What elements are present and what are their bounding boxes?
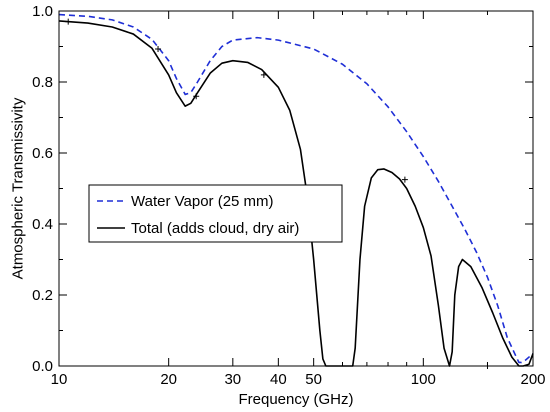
y-tick-label: 1.0 [32, 3, 53, 20]
data-marker-3 [260, 71, 267, 78]
y-axis-label: Atmospheric Transmissivity [9, 97, 26, 279]
y-tick-label: 0.0 [32, 358, 53, 375]
data-marker-1 [155, 45, 162, 52]
y-tick-label: 0.6 [32, 145, 53, 162]
data-marker-4 [401, 176, 408, 183]
y-tick-label: 0.8 [32, 74, 53, 91]
x-tick-label: 50 [305, 371, 322, 388]
x-tick-label: 30 [224, 371, 241, 388]
legend: Water Vapor (25 mm) Total (adds cloud, d… [88, 184, 343, 243]
x-tick-label: 10 [51, 371, 68, 388]
y-tick-label: 0.4 [32, 216, 53, 233]
x-tick-label: 40 [270, 371, 287, 388]
tick-layer: 10 20 30 40 50 100 200 0.0 0.2 0.4 0.6 0.8 1.0 [32, 3, 545, 388]
x-tick-label: 200 [520, 371, 545, 388]
data-marker-0 [65, 18, 72, 25]
legend-box [88, 184, 343, 243]
legend-label-water-vapor: Water Vapor (25 mm) [131, 193, 274, 210]
x-tick-label: 100 [411, 371, 436, 388]
legend-label-total: Total (adds cloud, dry air) [131, 220, 299, 237]
y-tick-label: 0.2 [32, 287, 53, 304]
series-line-0 [58, 13, 534, 364]
x-axis-label: Frequency (GHz) [238, 391, 353, 408]
data-marker-2 [193, 93, 200, 100]
x-tick-label: 20 [160, 371, 177, 388]
